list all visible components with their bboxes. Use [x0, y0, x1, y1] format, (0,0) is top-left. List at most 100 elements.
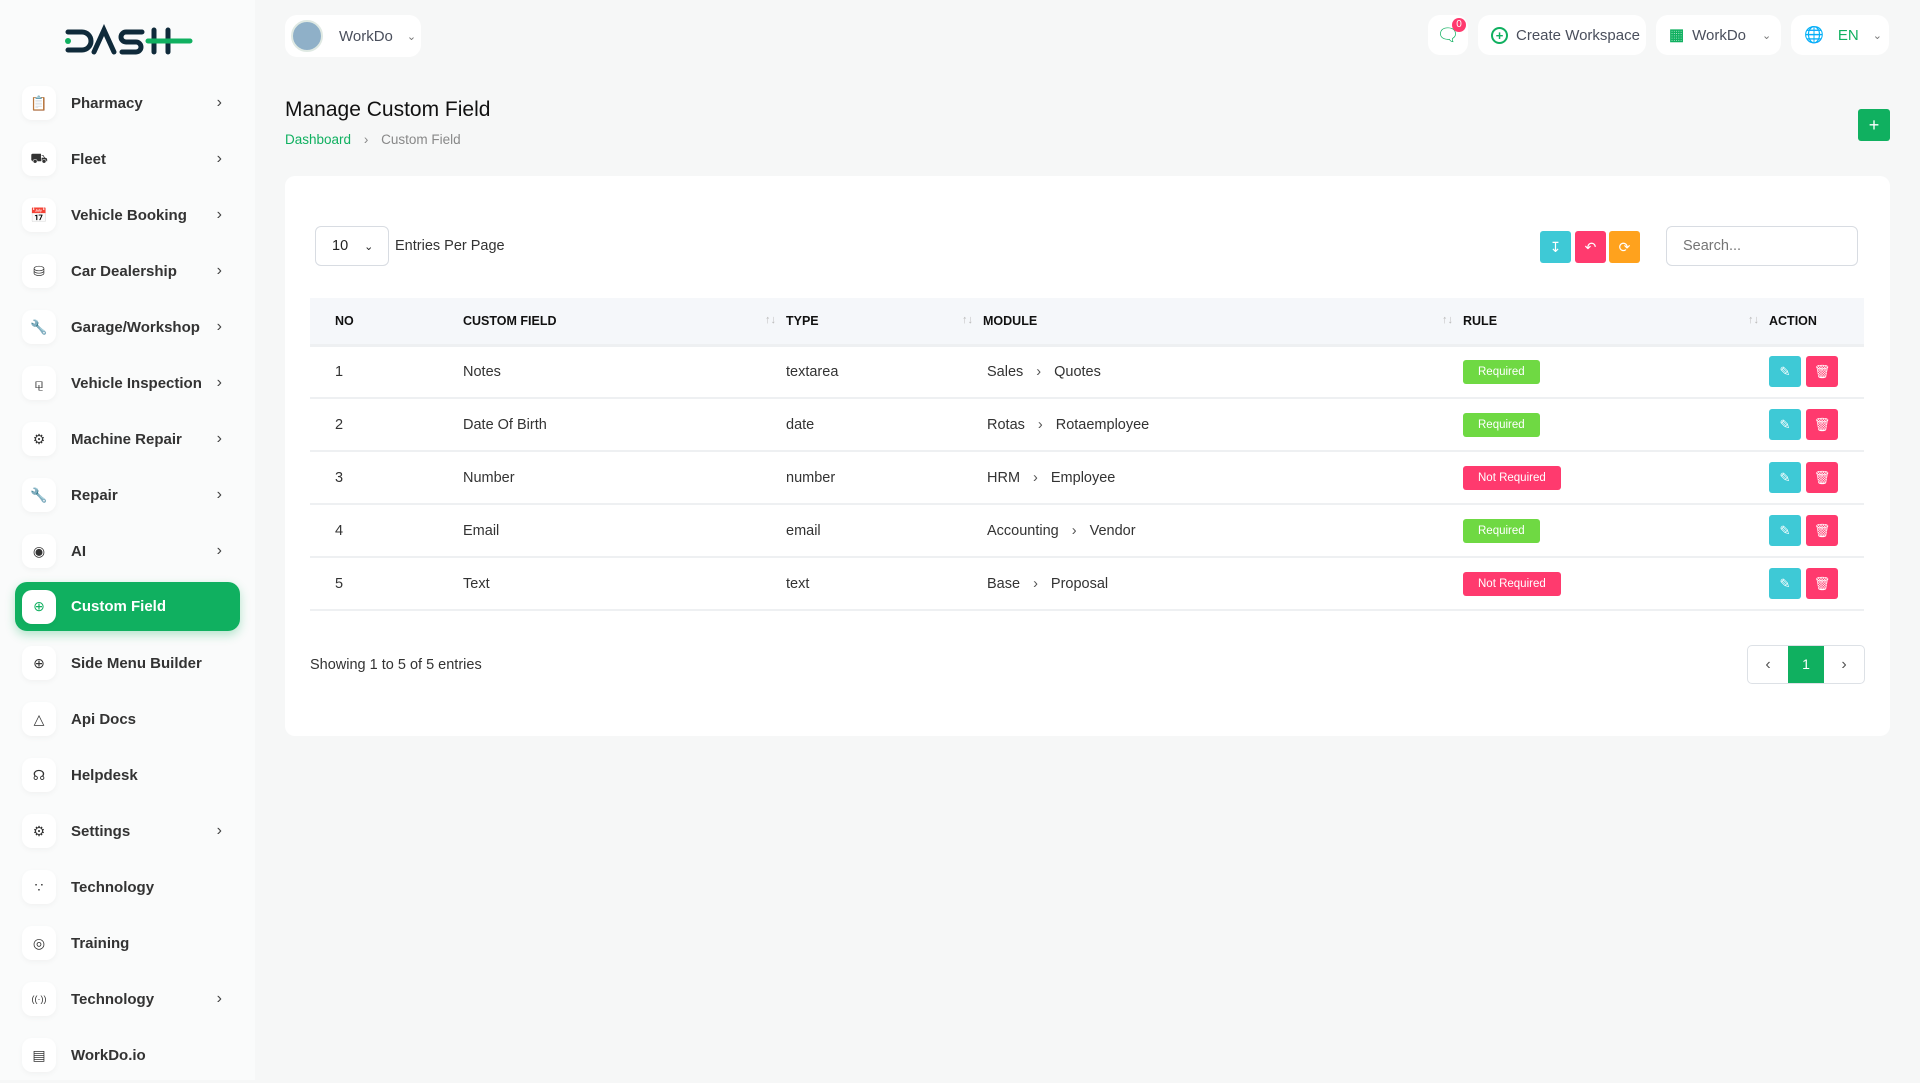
workspace-avatar [291, 20, 323, 52]
page-title: Manage Custom Field [285, 98, 491, 121]
sidebar-item-workdo-io[interactable]: ▤ WorkDo.io [15, 1027, 240, 1083]
sidebar: 📋 Pharmacy › ⛟ Fleet › 📅 Vehicle Booking › ⛁ Car D… [0, 0, 255, 1080]
rule-badge: Not Required [1463, 571, 1561, 596]
delete-button[interactable]: 🗑 [1806, 515, 1838, 546]
custom-field-table: NO CUSTOM FIELD ↑↓ TYPE ↑↓ MODULE ↑↓ RULE ↑↓… [310, 298, 1864, 611]
sidebar-item-api-docs[interactable]: △ Api Docs [15, 691, 240, 747]
trash-icon: 🗑 [1813, 576, 1831, 591]
gear-icon: ⚙ [22, 814, 56, 848]
calendar-icon: 📅 [22, 198, 56, 232]
chevron-right-icon: › [1033, 469, 1038, 486]
chevron-down-icon: ⌄ [1762, 29, 1772, 42]
delete-button[interactable]: 🗑 [1806, 356, 1838, 388]
entries-per-page-select[interactable]: 10 ⌄ [315, 226, 389, 266]
edit-button[interactable]: ✎ [1769, 356, 1801, 388]
sidebar-item-technology[interactable]: ((·)) Technology › [15, 971, 240, 1027]
chevron-right-icon: › [216, 150, 222, 167]
trash-icon: 🗑 [1813, 417, 1831, 432]
sidebar-item-helpdesk[interactable]: ☊ Helpdesk [15, 747, 240, 803]
column-header-type[interactable]: TYPE ↑↓ [786, 298, 983, 347]
cell-custom-field: Date Of Birth [463, 398, 786, 452]
plus-circle-icon: + [1491, 26, 1508, 44]
edit-button[interactable]: ✎ [1769, 409, 1801, 440]
column-header-rule[interactable]: RULE ↑↓ [1463, 298, 1769, 347]
cell-rule: Not Required [1463, 451, 1769, 505]
sidebar-item-label: Repair [71, 486, 118, 504]
breadcrumb-dashboard[interactable]: Dashboard [285, 132, 352, 147]
sidebar-item-label: Settings [71, 822, 131, 840]
sidebar-item-settings[interactable]: ⚙ Settings › [15, 803, 240, 859]
breadcrumb-separator-icon: › [363, 132, 369, 147]
sidebar-item-vehicle-booking[interactable]: 📅 Vehicle Booking › [15, 187, 240, 243]
cell-no: 1 [310, 345, 463, 399]
sidebar-item-machine-repair[interactable]: ⚙ Machine Repair › [15, 411, 240, 467]
sidebar-item-label: Pharmacy [71, 94, 143, 112]
plus-circle-icon: ⊕ [22, 589, 56, 624]
sidebar-item-car-dealership[interactable]: ⛁ Car Dealership › [15, 243, 240, 299]
workspace-switcher[interactable]: WorkDo ⌄ [285, 15, 421, 57]
messages-button[interactable]: 🗨 0 [1428, 15, 1468, 55]
search-input[interactable] [1666, 226, 1858, 266]
pagination-next[interactable]: › [1841, 656, 1847, 673]
sidebar-item-fleet[interactable]: ⛟ Fleet › [15, 131, 240, 187]
table-row: 2 Date Of Birth date Rotas › Rotaemployee … [310, 398, 1864, 452]
sidebar-item-ai[interactable]: ◉ AI › [15, 523, 240, 579]
pencil-icon: ✎ [1779, 470, 1791, 485]
cell-no: 2 [310, 398, 463, 452]
sidebar-item-label: Fleet [71, 150, 107, 168]
sort-icon: ↑↓ [962, 313, 973, 326]
pagination-page-1[interactable]: 1 [1788, 646, 1824, 683]
sidebar-item-label: Api Docs [71, 710, 137, 728]
reload-button[interactable]: ⟳ [1609, 231, 1640, 263]
submodule-name: Vendor [1089, 522, 1136, 539]
sidebar-item-pharmacy[interactable]: 📋 Pharmacy › [15, 75, 240, 131]
column-header-custom-field[interactable]: CUSTOM FIELD ↑↓ [463, 298, 786, 347]
sidebar-item-label: Machine Repair [71, 430, 182, 448]
sidebar-item-garage-workshop[interactable]: 🔧 Garage/Workshop › [15, 299, 240, 355]
headphones-icon: ☊ [22, 758, 56, 792]
edit-button[interactable]: ✎ [1769, 462, 1801, 493]
sidebar-item-technology[interactable]: ∵ Technology [15, 859, 240, 915]
wrench-icon: 🔧 [22, 310, 56, 344]
cell-custom-field: Text [463, 557, 786, 611]
workspace-menu[interactable]: ▦ WorkDo ⌄ [1656, 15, 1781, 55]
sidebar-item-repair[interactable]: 🔧 Repair › [15, 467, 240, 523]
header-label: RULE [1463, 313, 1498, 328]
sidebar-item-label: Garage/Workshop [71, 318, 200, 336]
reset-button[interactable]: ↶ [1575, 231, 1606, 263]
sidebar-item-custom-field[interactable]: ⊕ Custom Field [15, 582, 240, 631]
submodule-name: Rotaemployee [1055, 416, 1150, 433]
tools-icon: 🔧 [22, 478, 56, 512]
chevron-right-icon: › [216, 318, 222, 335]
dash-logo[interactable] [64, 24, 194, 58]
language-selector[interactable]: 🌐 EN ⌄ [1791, 15, 1889, 55]
delete-button[interactable]: 🗑 [1806, 568, 1838, 599]
sort-icon: ↑↓ [765, 313, 776, 326]
sidebar-item-training[interactable]: ◎ Training [15, 915, 240, 971]
pencil-icon: ✎ [1779, 576, 1791, 591]
create-workspace-button[interactable]: + Create Workspace [1478, 15, 1646, 55]
cell-module: Base › Proposal [983, 557, 1463, 611]
sidebar-item-side-menu-builder[interactable]: ⊕ Side Menu Builder [15, 635, 240, 691]
sidebar-item-label: Car Dealership [71, 262, 177, 280]
workspace-menu-label: WorkDo [1692, 26, 1747, 44]
edit-button[interactable]: ✎ [1769, 568, 1801, 599]
per-page-value: 10 [332, 238, 349, 254]
export-button[interactable]: ↧ [1540, 231, 1571, 263]
add-custom-field-button[interactable]: + [1858, 109, 1890, 141]
broadcast-icon: ((·)) [22, 982, 56, 1016]
sort-icon: ↑↓ [1442, 313, 1453, 326]
sidebar-item-label: Technology [71, 990, 155, 1008]
submodule-name: Quotes [1054, 363, 1101, 380]
cell-no: 5 [310, 557, 463, 611]
sort-icon: ↑↓ [1748, 313, 1759, 326]
column-header-module[interactable]: MODULE ↑↓ [983, 298, 1463, 347]
pagination-prev[interactable]: ‹ [1765, 656, 1771, 673]
pencil-icon: ✎ [1779, 364, 1791, 380]
column-header-no[interactable]: NO [310, 298, 463, 347]
pencil-icon: ✎ [1779, 417, 1791, 432]
delete-button[interactable]: 🗑 [1806, 462, 1838, 493]
delete-button[interactable]: 🗑 [1806, 409, 1838, 440]
edit-button[interactable]: ✎ [1769, 515, 1801, 546]
sidebar-item-vehicle-inspection[interactable]: ⚼ Vehicle Inspection › [15, 355, 240, 411]
